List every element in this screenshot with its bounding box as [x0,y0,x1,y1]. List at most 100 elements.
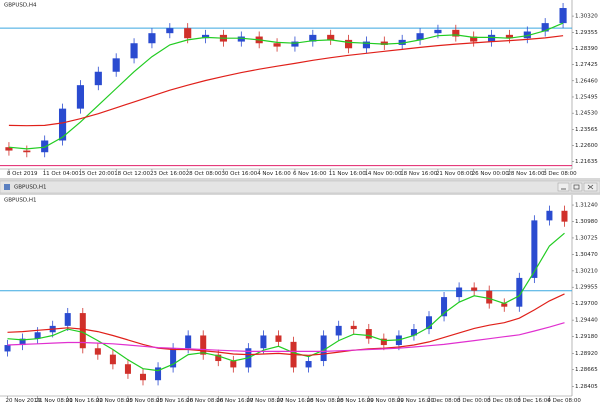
candle-body [41,140,49,153]
y-tick-label: 1.29180 [575,334,598,340]
y-tick-label: 1.30320 [575,14,598,20]
candle-body [273,43,281,47]
candle-body [260,335,267,349]
candle-body [130,43,138,59]
candle-body [4,345,11,352]
candle-body [201,34,210,39]
candle-body [559,8,567,24]
candle-body [471,287,478,291]
candle-body [344,39,353,49]
y-tick-label: 1.29955 [575,285,598,291]
candle-body [79,313,86,349]
y-tick-label: 1.30980 [575,219,598,225]
candle-body [434,29,442,34]
x-tick-label: 25 Nov 08:00 [126,398,164,404]
x-tick-label: 28 Nov 08:00 [307,398,345,404]
candle-body [64,313,71,326]
y-tick-label: 1.29355 [575,30,598,36]
candle-body [237,36,245,42]
candle-body [230,361,237,368]
y-tick-label: 1.28390 [575,46,598,52]
x-tick-label: 4 Nov 16:00 [257,171,291,177]
candle-body [112,58,120,72]
candle-body [23,150,31,153]
candle-body [139,373,147,381]
candle-body [380,41,388,45]
candle-body [76,85,85,109]
x-tick-label: 18 Nov 16:00 [400,171,438,177]
candle-body [516,277,523,307]
candle-body [94,71,102,86]
candle-body [505,34,514,39]
candle-body [362,41,371,49]
moving-average [7,293,565,356]
y-tick-label: 1.29700 [575,301,598,307]
candle-body [523,31,531,39]
x-tick-label: 26 Nov 00:00 [472,171,510,177]
x-tick-label: 28 Nov 16:00 [337,398,375,404]
candle-body [148,33,156,44]
candle-body [34,332,41,339]
candle-body [309,34,317,42]
candle-body [398,39,406,45]
maximize-button[interactable] [570,182,583,192]
x-tick-label: 3 Dec 08:00 [487,398,521,404]
y-tick-label: 1.30470 [575,252,598,258]
x-tick-label: 4 Dec 08:00 [547,398,581,404]
x-tick-label: 21 Nov 08:00 [36,398,74,404]
candle-body [291,41,299,47]
moving-average [7,232,565,372]
candle-body [184,28,192,39]
x-tick-label: 29 Nov 16:00 [397,398,435,404]
x-tick-label: 3 Dec 08:00 [543,171,577,177]
x-tick-label: 28 Oct 08:00 [186,171,222,177]
y-tick-label: 1.22600 [575,143,598,149]
x-tick-label: 11 Nov 16:00 [329,171,367,177]
x-tick-label: 22 Nov 08:00 [96,398,134,404]
y-tick-label: 1.25495 [575,94,598,100]
close-icon [587,184,594,190]
candle-body [486,290,493,304]
minimize-button[interactable] [557,182,570,192]
y-tick-label: 1.23565 [575,127,598,133]
chart-symbol: GBPUSD,H1 [4,198,37,204]
y-tick-label: 1.26460 [575,78,598,84]
candle-body [5,147,13,151]
moving-average [7,322,565,352]
x-tick-label: 21 Nov 16:00 [66,398,104,404]
candle-body [410,329,417,336]
chart-symbol: GBPUSD,H4 [4,3,37,9]
y-tick-label: 1.28920 [575,351,598,357]
candle-body [275,335,282,342]
candle-body [531,220,538,278]
chart-panel: GBPUSD,H4 1.30320 1.29355 1.28390 1.27425 1.2… [0,0,598,177]
candle-body [425,316,433,330]
candle-body [124,364,131,374]
window-buttons[interactable] [557,182,598,192]
candle-body [501,303,508,307]
candle-body [365,329,372,339]
y-tick-label: 1.21635 [575,159,598,165]
candle-body [487,34,496,42]
x-tick-label: 25 Nov 16:00 [156,398,194,404]
candle-body [335,325,342,336]
y-tick-label: 1.29440 [575,318,598,324]
candle-body [19,338,26,346]
candle-body [350,325,357,330]
x-tick-label: 11 Oct 04:00 [43,171,79,177]
plot-area [0,195,572,404]
candle-body [456,287,463,298]
x-tick-label: 6 Nov 16:00 [293,171,327,177]
chart-panel: GBPUSD,H1 1.31240 1.30980 1.30725 1.30470 1.3… [0,195,598,404]
candle-body [94,348,101,355]
window-title-bar [0,180,600,194]
x-tick-label: 29 Nov 08:00 [367,398,405,404]
x-tick-label: 27 Nov 08:00 [246,398,284,404]
maximize-icon [573,184,580,190]
x-tick-label: 27 Nov 16:00 [276,398,314,404]
candle-body [166,28,174,34]
y-tick-label: 1.24530 [575,111,598,117]
x-tick-label: 26 Nov 08:00 [186,398,224,404]
x-tick-label: 18 Oct 12:00 [114,171,150,177]
